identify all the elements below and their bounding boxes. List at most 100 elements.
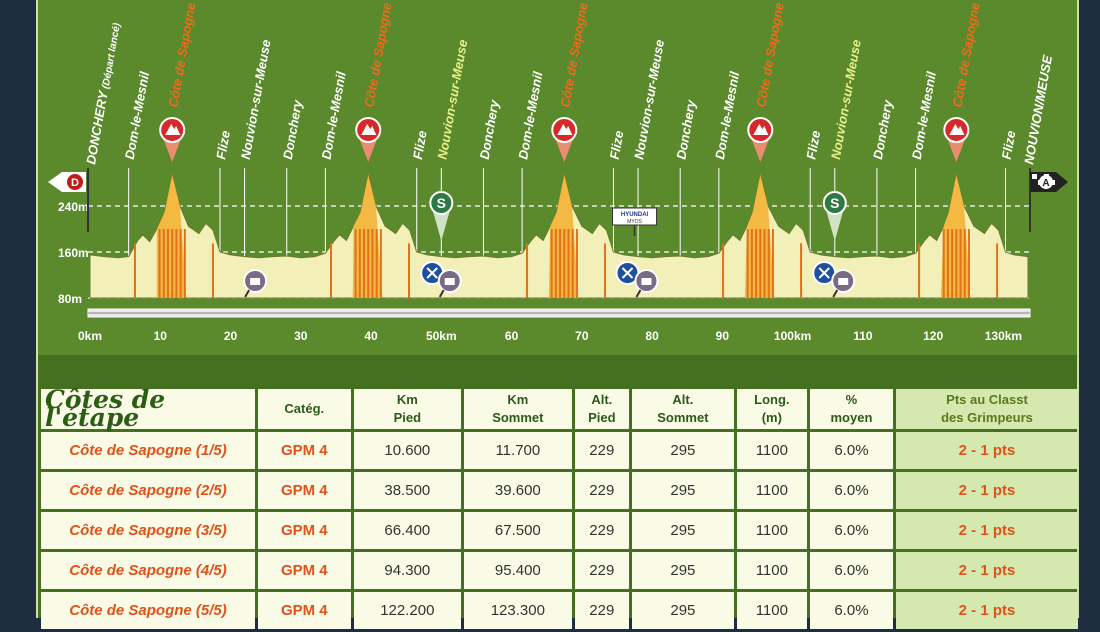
x-tick-label: 60 — [505, 329, 519, 343]
start-flag-disc — [67, 174, 83, 190]
sponsor-sign-line2: MYOS — [627, 219, 642, 225]
mountain-icon — [753, 124, 769, 135]
camera-pole — [635, 289, 642, 298]
cell-km-pied: 38.500 — [353, 472, 462, 509]
x-tick-label: 90 — [716, 329, 730, 343]
sprint-marker-label: S — [830, 195, 839, 211]
cell-pct: 6.0% — [809, 592, 893, 629]
cell-alt-sommet: 295 — [632, 512, 734, 549]
cell-long: 1100 — [736, 592, 807, 629]
sprint-marker-pointer — [825, 209, 844, 241]
knife-icon — [818, 267, 830, 279]
place-name-label: NOUVION/MEUSE — [1021, 54, 1055, 166]
cell-cote-name: Côte de Sapogne (5/5) — [41, 592, 255, 629]
place-name-label: Dom-le-Mesnil — [515, 70, 545, 160]
camera-body — [838, 278, 849, 285]
cell-alt-sommet: 295 — [632, 432, 734, 469]
stage-profile-image: 80m 160m 240m 0km 10 20 30 40 50km 60 70 80 90 100km 1… — [36, 0, 1079, 629]
cell-pts: 2 - 1 pts — [895, 472, 1078, 509]
header-pct: % moyen — [809, 389, 893, 429]
mountain-icon — [949, 124, 965, 135]
mountain-icon — [361, 124, 377, 135]
place-name-label: Dom-le-Mesnil — [909, 70, 939, 160]
header-long: Long. (m) — [736, 389, 807, 429]
cell-categ: GPM 4 — [258, 432, 351, 469]
cell-categ: GPM 4 — [258, 592, 351, 629]
cell-long: 1100 — [736, 552, 807, 589]
cell-long: 1100 — [736, 512, 807, 549]
cell-cote-name: Côte de Sapogne (3/5) — [41, 512, 255, 549]
x-tick-label: 10 — [154, 329, 168, 343]
climb-name-label: Côte de Sapogne — [165, 1, 198, 108]
cell-alt-sommet: 295 — [632, 592, 734, 629]
x-tick-label: 0km — [78, 329, 102, 343]
cell-pts: 2 - 1 pts — [895, 552, 1078, 589]
climb-marker-pointer — [554, 136, 575, 162]
cell-alt-pied: 229 — [574, 472, 630, 509]
finish-flag-letter: A — [1042, 178, 1049, 189]
header-alt-sommet: Alt. Sommet — [632, 389, 734, 429]
x-tick-label: 80 — [645, 329, 659, 343]
camera-body — [250, 278, 261, 285]
place-name-label: Donchery — [280, 98, 305, 160]
table-title: Côtes de l'étape — [41, 387, 255, 430]
sponsor-sign-line1: HYUNDAI — [621, 212, 649, 218]
cell-alt-pied: 229 — [574, 432, 630, 469]
place-name-label: Donchery — [870, 98, 895, 160]
cell-alt-sommet: 295 — [632, 552, 734, 589]
climb-marker-pointer — [358, 136, 379, 162]
header-categ: Catég. — [258, 389, 351, 429]
cell-km-pied: 10.600 — [353, 432, 462, 469]
place-name-label: Nouvion-sur-Meuse — [828, 38, 864, 160]
place-name-label: Donchery — [673, 98, 698, 160]
x-tick-label: 50km — [426, 329, 457, 343]
x-tick-label: 40 — [364, 329, 378, 343]
cell-km-pied: 122.200 — [353, 592, 462, 629]
place-name-label: Flize — [607, 129, 627, 160]
finish-flag-disc — [1039, 175, 1053, 189]
cell-pct: 6.0% — [809, 552, 893, 589]
table-row: Côte de Sapogne (4/5) GPM 4 94.300 95.40… — [41, 552, 1078, 589]
sprint-marker-label: S — [437, 195, 446, 211]
climb-marker-pointer — [946, 136, 967, 162]
elevation-profile-chart: 80m 160m 240m 0km 10 20 30 40 50km 60 70 80 90 100km 1… — [48, 1, 1068, 343]
x-tick-label: 20 — [224, 329, 238, 343]
cell-km-sommet: 95.400 — [464, 552, 572, 589]
y-tick-label: 240m — [58, 200, 89, 214]
cell-alt-pied: 229 — [574, 592, 630, 629]
profile-panel: 80m 160m 240m 0km 10 20 30 40 50km 60 70 80 90 100km 1… — [36, 0, 1079, 355]
table-row: Côte de Sapogne (3/5) GPM 4 66.400 67.50… — [41, 512, 1078, 549]
y-tick-label: 80m — [58, 292, 82, 306]
cell-long: 1100 — [736, 472, 807, 509]
cell-pts: 2 - 1 pts — [895, 432, 1078, 469]
x-tick-label: 120 — [923, 329, 943, 343]
place-name-label: Nouvion-sur-Meuse — [238, 38, 274, 160]
sprint-marker-pointer — [432, 209, 451, 241]
place-sublabel: (Départ lancé) — [100, 21, 123, 92]
camera-pole — [438, 289, 445, 298]
cell-km-pied: 94.300 — [353, 552, 462, 589]
cell-categ: GPM 4 — [258, 552, 351, 589]
sprint-marker — [822, 191, 847, 215]
knife-icon — [621, 267, 634, 279]
climbs-table: Côtes de l'étape Catég. Km Pied Km Sommet … — [38, 386, 1081, 632]
header-km-sommet: Km Sommet — [464, 389, 572, 429]
climb-marker-pointer — [162, 136, 183, 162]
climb-name-label: Côte de Sapogne — [361, 1, 394, 108]
x-tick-label: 110 — [853, 329, 873, 343]
camera-body — [641, 278, 652, 285]
place-name-label: Nouvion-sur-Meuse — [434, 38, 470, 160]
place-name-label: Donchery — [477, 98, 502, 160]
climbs-table-panel: Côtes de l'étape Catég. Km Pied Km Sommet … — [36, 355, 1079, 629]
header-pts: Pts au Classt des Grimpeurs — [895, 389, 1078, 429]
x-tick-label: 100km — [774, 329, 811, 343]
climb-marker-pointer — [750, 136, 771, 162]
place-name-label: Flize — [803, 129, 823, 160]
sprint-marker — [429, 191, 454, 215]
table-row: Côte de Sapogne (2/5) GPM 4 38.500 39.60… — [41, 472, 1078, 509]
cell-categ: GPM 4 — [258, 472, 351, 509]
cell-km-sommet: 39.600 — [464, 472, 572, 509]
mountain-icon — [557, 124, 573, 135]
climb-name-label: Côte de Sapogne — [557, 1, 590, 108]
cell-km-sommet: 123.300 — [464, 592, 572, 629]
